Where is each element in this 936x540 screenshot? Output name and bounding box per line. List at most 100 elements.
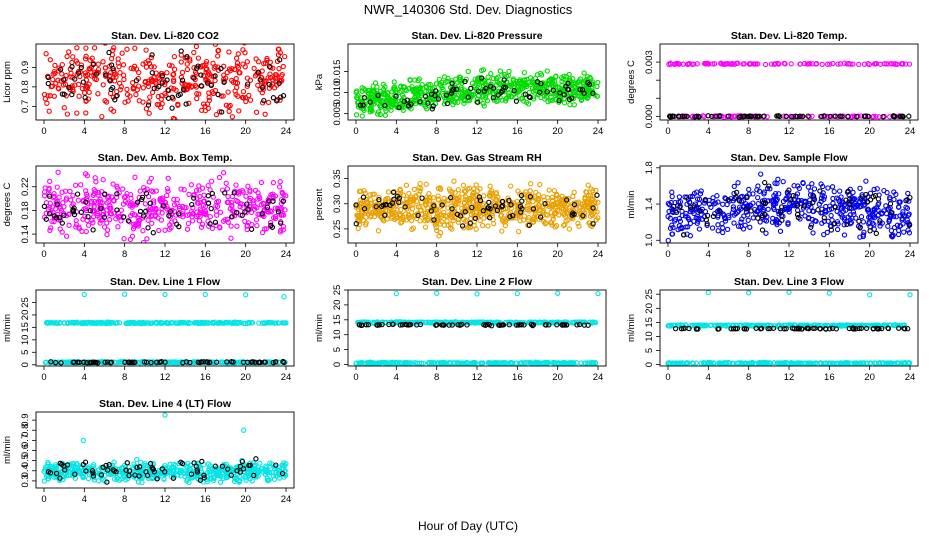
y-tick-label: 0.30: [332, 194, 343, 213]
data-point: [519, 198, 525, 204]
data-point: [107, 319, 113, 326]
data-point: [376, 196, 382, 203]
data-point: [510, 212, 516, 219]
panel-title: Stan. Dev. Li-820 CO2: [111, 30, 219, 42]
data-point: [353, 89, 359, 96]
data-point: [261, 226, 268, 232]
data-point: [469, 360, 476, 366]
data-point: [117, 80, 123, 86]
data-point: [529, 79, 535, 86]
data-point: [712, 210, 718, 217]
data-point: [461, 216, 467, 223]
data-point: [52, 70, 58, 77]
data-point: [698, 188, 704, 194]
data-point: [360, 194, 367, 200]
data-point: [366, 360, 372, 366]
data-point: [581, 90, 587, 96]
data-point: [453, 86, 460, 92]
data-point: [789, 113, 795, 120]
data-point: [860, 219, 867, 225]
data-point: [43, 51, 49, 57]
data-point: [883, 203, 889, 209]
data-point: [681, 113, 688, 120]
data-point: [386, 97, 392, 103]
data-point: [747, 61, 753, 67]
data-point: [145, 213, 152, 219]
data-point: [358, 209, 365, 215]
x-tick-label: 0: [353, 372, 358, 383]
data-point: [861, 61, 868, 67]
data-point: [517, 203, 524, 210]
data-point: [187, 359, 193, 366]
data-point: [406, 190, 412, 197]
data-point: [777, 209, 784, 215]
data-point: [279, 71, 285, 78]
data-point: [101, 214, 108, 220]
data-point: [794, 191, 801, 197]
data-point: [747, 224, 753, 230]
data-point: [164, 206, 170, 212]
data-point: [158, 104, 164, 111]
data-point: [212, 87, 219, 94]
data-point: [883, 210, 890, 217]
data-point: [886, 206, 892, 212]
data-point: [837, 188, 843, 194]
data-point: [409, 84, 415, 90]
data-point: [499, 204, 505, 210]
data-point: [425, 100, 431, 106]
data-point: [590, 90, 596, 96]
data-point: [176, 223, 182, 230]
data-point: [571, 360, 577, 366]
data-point: [281, 359, 287, 366]
data-point: [593, 204, 599, 210]
data-point: [495, 360, 502, 366]
data-point: [54, 198, 60, 205]
data-point: [408, 217, 415, 224]
data-point: [244, 59, 250, 65]
data-point: [264, 204, 271, 210]
data-point: [213, 111, 220, 118]
data-point: [265, 199, 271, 205]
data-point: [58, 360, 64, 366]
data-point: [90, 227, 96, 233]
x-tick-label: 16: [200, 249, 211, 260]
panel-title: Stan. Dev. Gas Stream RH: [412, 152, 541, 164]
data-point: [451, 319, 457, 325]
data-point: [521, 360, 528, 366]
data-point: [95, 66, 102, 73]
x-tick-label: 20: [552, 126, 563, 137]
data-point: [832, 220, 838, 227]
data-point: [877, 218, 883, 224]
data-point: [537, 89, 543, 95]
data-point: [149, 52, 155, 58]
data-point: [95, 61, 101, 67]
data-point: [545, 98, 551, 105]
data-point: [259, 90, 265, 96]
data-point: [281, 320, 288, 326]
data-point: [436, 76, 442, 83]
data-point: [777, 228, 784, 234]
data-point: [149, 220, 155, 226]
x-tick-label: 0: [353, 126, 358, 137]
data-point: [122, 99, 128, 105]
y-axis-label: ml/min: [2, 314, 13, 342]
data-point: [46, 108, 52, 114]
data-point: [121, 236, 127, 242]
data-point: [69, 59, 75, 66]
data-point: [395, 360, 401, 366]
data-point: [140, 239, 147, 243]
data-point: [129, 233, 136, 239]
data-point: [524, 360, 530, 366]
data-point: [67, 320, 74, 326]
data-point: [67, 188, 73, 195]
data-point: [462, 360, 468, 366]
data-point: [467, 200, 473, 207]
data-point: [519, 95, 526, 102]
x-tick-label: 16: [824, 249, 835, 260]
data-point: [247, 77, 254, 83]
data-point: [359, 322, 365, 328]
data-point: [136, 69, 142, 76]
data-point: [495, 92, 501, 98]
data-point: [508, 183, 514, 189]
